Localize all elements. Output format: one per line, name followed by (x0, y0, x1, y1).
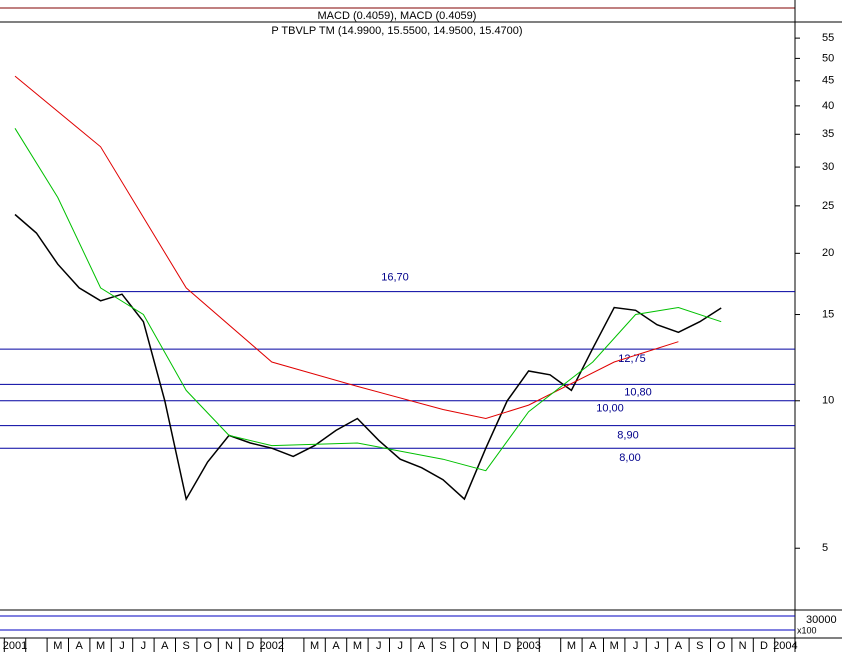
level-label: 10,80 (624, 386, 652, 398)
y-tick-label: 35 (822, 128, 834, 140)
x-tick-label: J (376, 640, 382, 652)
y-tick-label: 55 (822, 32, 834, 44)
x-tick-label: A (332, 640, 340, 652)
x-tick-label: A (161, 640, 169, 652)
macd-title: MACD (0.4059), MACD (0.4059) (318, 10, 477, 22)
x-tick-label: D (503, 640, 511, 652)
x-tick-label: A (675, 640, 683, 652)
y-tick-label: 30 (822, 161, 834, 173)
x-tick-label: S (439, 640, 446, 652)
level-label: 16,70 (381, 272, 409, 284)
x-tick-label: N (739, 640, 747, 652)
price-line (14, 75, 679, 420)
x-tick-label: 2004 (773, 640, 797, 652)
y-tick-label: 25 (822, 200, 834, 212)
x-tick-label: M (53, 640, 62, 652)
level-label: 10,00 (596, 403, 624, 415)
volume-unit: x100 (797, 625, 817, 635)
price-line (14, 128, 722, 472)
y-tick-label: 40 (822, 100, 834, 112)
x-tick-label: M (353, 640, 362, 652)
x-tick-label: J (119, 640, 125, 652)
y-tick-label: 5 (822, 542, 828, 554)
x-tick-label: 2002 (260, 640, 284, 652)
x-tick-label: J (141, 640, 147, 652)
y-tick-label: 45 (822, 75, 834, 87)
x-tick-label: N (482, 640, 490, 652)
level-label: 8,90 (617, 429, 638, 441)
x-tick-label: O (203, 640, 212, 652)
x-tick-label: M (610, 640, 619, 652)
y-tick-label: 50 (822, 52, 834, 64)
y-tick-label: 20 (822, 247, 834, 259)
x-tick-label: M (96, 640, 105, 652)
volume-tick-label: 30000 (806, 614, 837, 626)
x-tick-label: J (397, 640, 403, 652)
x-tick-label: M (567, 640, 576, 652)
x-tick-label: D (760, 640, 768, 652)
price-title: P TBVLP TM (14.9900, 15.5500, 14.9500, 1… (271, 25, 522, 37)
x-tick-label: M (310, 640, 319, 652)
level-label: 12,75 (618, 353, 646, 365)
x-tick-label: O (717, 640, 726, 652)
x-tick-label: S (183, 640, 190, 652)
x-tick-label: 2003 (516, 640, 540, 652)
x-tick-label: D (246, 640, 254, 652)
y-tick-label: 15 (822, 308, 834, 320)
x-tick-label: 2001 (3, 640, 27, 652)
level-label: 8,00 (619, 452, 640, 464)
x-tick-label: J (633, 640, 639, 652)
y-tick-label: 10 (822, 395, 834, 407)
x-tick-label: A (76, 640, 84, 652)
x-tick-label: A (418, 640, 426, 652)
x-tick-label: O (460, 640, 469, 652)
x-tick-label: N (225, 640, 233, 652)
x-tick-label: J (654, 640, 660, 652)
x-tick-label: S (696, 640, 703, 652)
x-tick-label: A (589, 640, 597, 652)
